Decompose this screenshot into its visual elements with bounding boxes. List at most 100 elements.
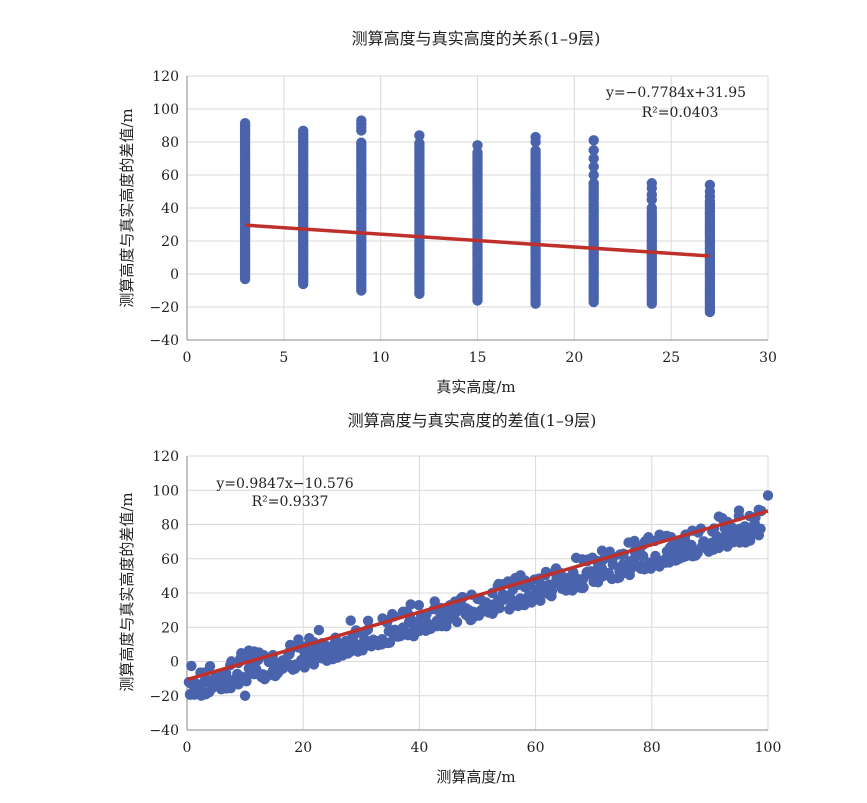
c2-x-tick-label: 20 [294,740,312,756]
chart2-point [441,621,452,632]
c1-x-tick-label: 20 [565,350,583,366]
chart1-x-tick-labels: 0 5 10 15 20 25 30 [183,350,777,366]
chart2-point [686,539,697,551]
chart2-point [357,645,368,656]
chart1-column [298,125,309,290]
c1-x-tick-label: 15 [469,350,487,366]
chart1-axes [186,76,768,341]
chart1-point [588,161,599,172]
chart1-column [239,117,251,285]
c1-x-tick-label: 25 [662,350,680,366]
chart1-y-axis-label: 测算高度与真实高度的差值/m [118,108,136,307]
c2-y-tick-label: −20 [149,689,179,705]
c1-y-tick-label: −20 [149,300,179,316]
chart2-point [535,595,546,607]
c1-x-tick-label: 0 [183,350,192,366]
chart1-column [530,131,541,309]
c1-x-tick-label: 10 [372,350,390,366]
chart2-point [204,660,216,672]
chart2-y-axis-label: 测算高度与真实高度的差值/m [118,492,136,691]
chart2-point [204,687,215,698]
c2-y-tick-label: 0 [170,655,179,671]
chart1-trendline-group [244,223,711,258]
chart1-column [704,179,716,318]
chart1-point [588,135,599,146]
c2-y-tick-label: 80 [161,518,179,534]
chart1-point [298,125,309,136]
chart1-column [414,130,425,299]
c2-x-tick-label: 60 [527,740,545,756]
chart2-point [753,530,765,541]
chart2-point [345,615,356,626]
chart1-point [356,115,367,126]
chart1-column [472,140,483,306]
chart1-column [356,115,367,296]
chart1-point [472,140,483,151]
chart1-point [530,131,541,143]
chart1-column [588,135,599,308]
chart-relation: 测算高度与真实高度的关系(1–9层) −40−20020406080100120… [118,29,777,396]
chart2-x-tick-labels: 0 20 40 60 80 100 [183,740,782,756]
chart1-title: 测算高度与真实高度的关系(1–9层) [352,29,601,48]
chart2-point [241,676,252,687]
c1-y-tick-label: 60 [161,168,179,184]
chart1-y-tick-labels: −40 −20 0 20 40 60 80 100 120 [149,69,179,349]
chart2-point [382,637,394,649]
chart1-point [472,147,483,158]
c2-x-tick-label: 0 [183,740,192,756]
chart2-x-axis-label: 测算高度/m [436,768,515,786]
chart2-point [578,582,589,593]
chart2-y-tick-labels: −40 −20 0 20 40 60 80 100 120 [149,449,179,739]
chart2-point [186,660,197,672]
c2-y-tick-label: 20 [161,620,179,636]
chart2-point [313,624,325,636]
chart2-r2: R²=0.9337 [252,494,329,510]
c1-y-tick-label: 0 [170,267,179,283]
chart1-point [530,145,541,156]
c1-y-tick-label: 40 [161,201,179,217]
chart2-point [429,596,440,607]
chart1-point [588,145,599,156]
c1-y-tick-label: 100 [152,102,179,118]
chart1-point [588,153,599,164]
chart1-point [414,130,425,141]
chart1-point [704,179,716,191]
c1-y-tick-label: 80 [161,135,179,151]
chart1-point [588,169,599,181]
c2-x-tick-label: 80 [643,740,661,756]
chart2-equation: y=0.9847x−10.576 [215,476,353,492]
chart2-point [548,578,560,590]
chart1-r2: R²=0.0403 [642,105,719,121]
chart1-point [646,178,657,189]
chart2-point [413,599,425,611]
c1-y-tick-label: −40 [149,333,179,349]
chart2-point [362,615,374,627]
chart2-point [308,659,320,670]
chart1-point [239,117,251,129]
c2-x-tick-label: 40 [410,740,428,756]
chart1-points [239,115,716,318]
c1-y-tick-label: 120 [152,69,179,85]
chart1-point [646,202,657,214]
chart2-trendline-group [186,509,769,682]
chart-difference: 测算高度与真实高度的差值(1–9层) −40 −20 0 20 40 60 80 100 120… [118,411,781,786]
c2-x-tick-label: 100 [755,740,782,756]
chart1-point [414,138,425,149]
chart2-point [405,599,416,610]
chart1-point [356,137,367,148]
c2-y-tick-label: −40 [149,723,179,739]
c2-y-tick-label: 60 [161,552,179,568]
chart1-equation: y=−0.7784x+31.95 [605,85,746,101]
chart2-point [451,616,463,628]
chart2-point [762,490,774,501]
chart1-point [588,178,599,189]
chart1-trendline [244,223,711,258]
chart1-column [646,178,657,309]
chart1-x-axis-label: 真实高度/m [436,378,515,396]
c1-y-tick-label: 20 [161,234,179,250]
c1-x-tick-label: 30 [759,350,777,366]
c1-x-tick-label: 5 [279,350,288,366]
chart2-title: 测算高度与真实高度的差值(1–9层) [348,411,597,430]
chart2-point [239,690,251,701]
